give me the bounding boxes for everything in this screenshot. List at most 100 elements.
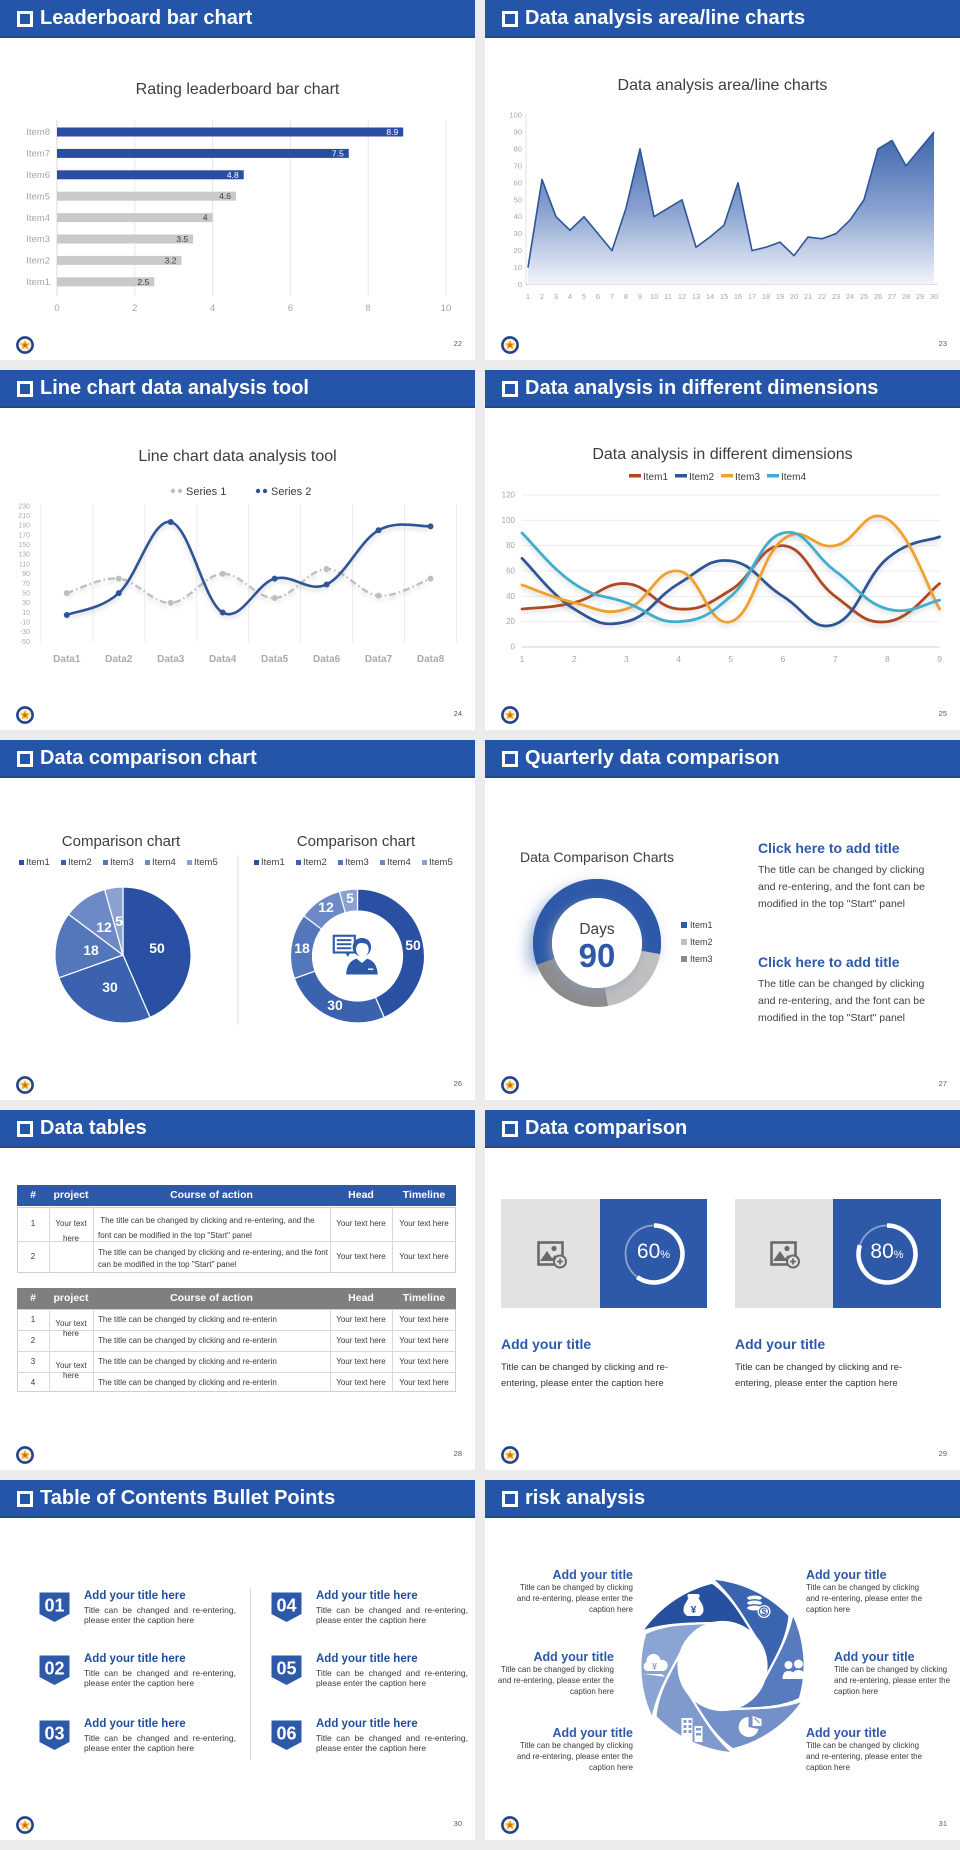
svg-text:8: 8 bbox=[366, 303, 371, 314]
svg-text:18: 18 bbox=[762, 292, 770, 301]
svg-text:Data8: Data8 bbox=[417, 654, 445, 665]
svg-text:30: 30 bbox=[514, 229, 522, 238]
svg-text:Data4: Data4 bbox=[209, 654, 237, 665]
svg-text:19: 19 bbox=[776, 292, 784, 301]
svg-text:1: 1 bbox=[526, 292, 530, 301]
svg-text:10: 10 bbox=[514, 263, 522, 272]
svg-text:Item5: Item5 bbox=[429, 857, 453, 868]
svg-text:10: 10 bbox=[650, 292, 658, 301]
svg-text:Item2: Item2 bbox=[303, 857, 327, 868]
svg-text:03: 03 bbox=[44, 1724, 64, 1744]
svg-text:Item1: Item1 bbox=[643, 472, 668, 483]
svg-text:21: 21 bbox=[804, 292, 812, 301]
svg-text:4.6: 4.6 bbox=[219, 191, 231, 201]
svg-text:30: 30 bbox=[22, 600, 30, 607]
svg-text:8: 8 bbox=[885, 654, 890, 664]
svg-text:5: 5 bbox=[346, 890, 354, 906]
svg-text:70: 70 bbox=[514, 161, 522, 170]
svg-text:16: 16 bbox=[734, 292, 742, 301]
svg-text:50: 50 bbox=[514, 195, 522, 204]
svg-text:Item6: Item6 bbox=[26, 170, 50, 181]
svg-text:Comparison chart: Comparison chart bbox=[62, 833, 181, 850]
svg-text:9: 9 bbox=[638, 292, 642, 301]
svg-text:Item2: Item2 bbox=[26, 256, 50, 267]
svg-text:Days: Days bbox=[579, 921, 615, 938]
svg-text:30: 30 bbox=[930, 292, 938, 301]
svg-text:3.5: 3.5 bbox=[176, 234, 188, 244]
svg-text:3: 3 bbox=[554, 292, 558, 301]
svg-text:120: 120 bbox=[502, 491, 516, 500]
svg-text:Item3: Item3 bbox=[26, 234, 50, 245]
svg-text:18: 18 bbox=[83, 942, 99, 958]
svg-text:10: 10 bbox=[441, 303, 452, 314]
svg-text:3: 3 bbox=[624, 654, 629, 664]
svg-text:14: 14 bbox=[706, 292, 714, 301]
svg-text:0: 0 bbox=[518, 280, 522, 289]
svg-text:13: 13 bbox=[692, 292, 700, 301]
svg-text:90: 90 bbox=[22, 571, 30, 578]
svg-text:4: 4 bbox=[210, 303, 215, 314]
svg-text:0: 0 bbox=[511, 643, 516, 652]
svg-text:4.8: 4.8 bbox=[227, 170, 239, 180]
svg-text:4: 4 bbox=[676, 654, 681, 664]
svg-text:06: 06 bbox=[276, 1724, 296, 1744]
svg-text:18: 18 bbox=[294, 940, 310, 956]
svg-text:27: 27 bbox=[888, 292, 896, 301]
svg-text:Item2: Item2 bbox=[690, 937, 713, 947]
svg-text:Item3: Item3 bbox=[690, 954, 713, 964]
svg-text:Item5: Item5 bbox=[194, 857, 218, 868]
svg-text:Item2: Item2 bbox=[689, 472, 714, 483]
svg-text:-50: -50 bbox=[20, 639, 30, 646]
svg-text:20: 20 bbox=[790, 292, 798, 301]
svg-text:20: 20 bbox=[514, 246, 522, 255]
svg-text:8: 8 bbox=[624, 292, 628, 301]
svg-text:2: 2 bbox=[572, 654, 577, 664]
svg-text:90: 90 bbox=[514, 127, 522, 136]
svg-text:$: $ bbox=[761, 1607, 767, 1618]
svg-text:-10: -10 bbox=[20, 620, 30, 627]
svg-text:100: 100 bbox=[502, 516, 516, 525]
svg-text:210: 210 bbox=[18, 513, 30, 520]
svg-text:Data2: Data2 bbox=[105, 654, 133, 665]
svg-text:Item3: Item3 bbox=[735, 472, 760, 483]
svg-text:6: 6 bbox=[781, 654, 786, 664]
svg-text:230: 230 bbox=[18, 503, 30, 510]
svg-text:5: 5 bbox=[115, 913, 123, 929]
svg-text:30: 30 bbox=[102, 979, 118, 995]
svg-text:100: 100 bbox=[509, 111, 522, 120]
svg-text:20: 20 bbox=[506, 617, 515, 626]
svg-text:Series 1: Series 1 bbox=[186, 486, 226, 498]
svg-text:Item4: Item4 bbox=[781, 472, 806, 483]
svg-text:Data1: Data1 bbox=[53, 654, 81, 665]
svg-text:-30: -30 bbox=[20, 629, 30, 636]
svg-text:12: 12 bbox=[318, 899, 334, 915]
svg-text:8.9: 8.9 bbox=[386, 127, 398, 137]
svg-text:Data5: Data5 bbox=[261, 654, 289, 665]
svg-text:Item4: Item4 bbox=[387, 857, 411, 868]
svg-text:01: 01 bbox=[44, 1596, 64, 1616]
svg-text:Series 2: Series 2 bbox=[271, 486, 311, 498]
svg-text:50: 50 bbox=[405, 937, 421, 953]
svg-text:Item7: Item7 bbox=[26, 149, 50, 160]
svg-text:6: 6 bbox=[596, 292, 600, 301]
svg-text:Item8: Item8 bbox=[26, 127, 50, 138]
svg-text:Item1: Item1 bbox=[690, 920, 713, 930]
svg-text:Item5: Item5 bbox=[26, 191, 50, 202]
svg-text:7.5: 7.5 bbox=[332, 148, 344, 158]
svg-text:Item3: Item3 bbox=[110, 857, 134, 868]
svg-text:23: 23 bbox=[832, 292, 840, 301]
svg-text:0: 0 bbox=[54, 303, 59, 314]
svg-text:50: 50 bbox=[22, 590, 30, 597]
svg-text:2: 2 bbox=[132, 303, 137, 314]
svg-text:28: 28 bbox=[902, 292, 910, 301]
svg-text:Data Comparison Charts: Data Comparison Charts bbox=[520, 849, 674, 865]
svg-text:22: 22 bbox=[818, 292, 826, 301]
svg-text:90: 90 bbox=[579, 937, 616, 974]
svg-text:5: 5 bbox=[728, 654, 733, 664]
svg-text:80: 80 bbox=[506, 541, 515, 550]
svg-text:5: 5 bbox=[582, 292, 586, 301]
svg-text:170: 170 bbox=[18, 532, 30, 539]
svg-text:02: 02 bbox=[44, 1659, 64, 1679]
svg-text:3.2: 3.2 bbox=[165, 255, 177, 265]
svg-text:130: 130 bbox=[18, 552, 30, 559]
